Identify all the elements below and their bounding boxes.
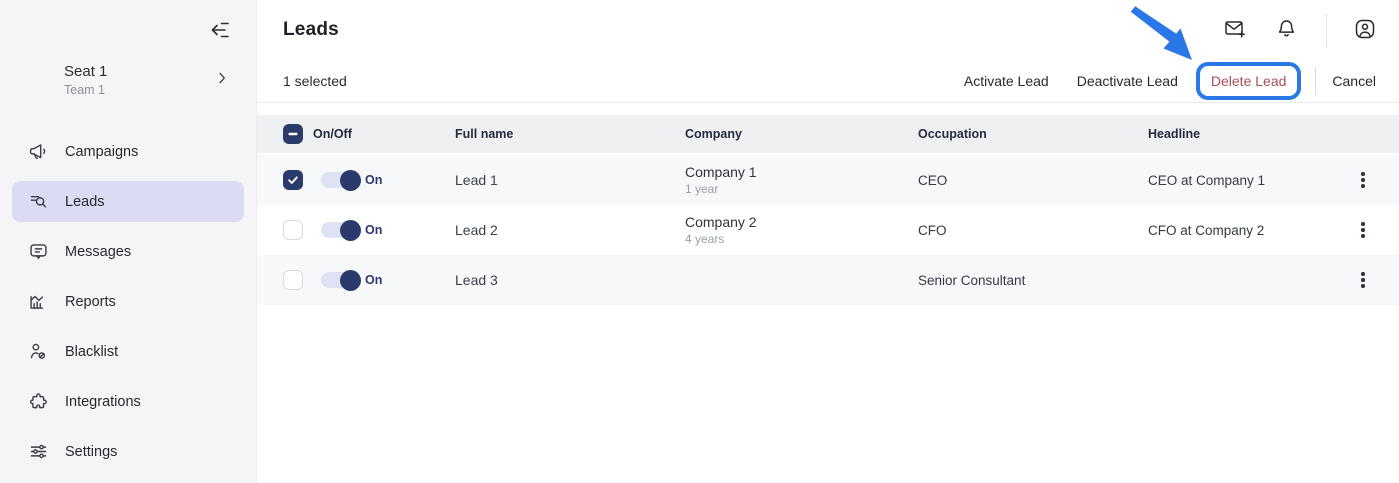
leads-search-icon: [28, 191, 49, 212]
chart-icon: [28, 291, 49, 312]
column-header-company: Company: [685, 127, 742, 141]
sidebar-item-label: Integrations: [65, 393, 141, 410]
topbar-divider: [1326, 13, 1327, 47]
sidebar-item-label: Messages: [65, 243, 132, 260]
chevron-right-icon: [214, 70, 230, 91]
activate-lead-button[interactable]: Activate Lead: [963, 73, 1049, 89]
sidebar-item-messages[interactable]: Messages: [12, 231, 244, 272]
toggle-state-label: On: [365, 173, 383, 187]
selected-count: 1 selected: [283, 73, 347, 89]
row-checkbox[interactable]: [283, 170, 303, 190]
lead-headline: CEO at Company 1: [1148, 172, 1266, 188]
lead-headline: CFO at Company 2: [1148, 222, 1265, 238]
account-button[interactable]: [1351, 15, 1379, 46]
invite-mail-button[interactable]: [1221, 15, 1249, 46]
lead-company-duration: 1 year: [685, 182, 719, 196]
lead-occupation: Senior Consultant: [918, 272, 1026, 288]
row-menu-kebab-icon[interactable]: [1357, 218, 1369, 242]
delete-lead-highlight-ring: Delete Lead: [1195, 62, 1302, 100]
sidebar-item-label: Reports: [65, 293, 116, 310]
sliders-icon: [28, 441, 49, 462]
sidebar-item-campaigns[interactable]: Campaigns: [12, 131, 244, 172]
select-all-checkbox[interactable]: [283, 124, 303, 144]
delete-lead-button[interactable]: Delete Lead: [1210, 73, 1287, 89]
check-icon: [288, 176, 298, 184]
indeterminate-dash-icon: [288, 132, 298, 136]
lead-occupation: CEO: [918, 172, 948, 188]
seat-selector[interactable]: Seat 1 Team 1: [0, 47, 256, 97]
main-content: Leads: [257, 0, 1399, 483]
message-icon: [28, 241, 49, 262]
megaphone-icon: [28, 141, 49, 162]
lead-company: Company 2: [685, 214, 757, 230]
column-header-occupation: Occupation: [918, 127, 987, 141]
top-bar: Leads: [257, 0, 1399, 60]
lead-full-name: Lead 3: [455, 272, 498, 288]
sidebar-item-label: Leads: [65, 193, 105, 210]
mail-plus-icon: [1223, 17, 1247, 44]
row-checkbox[interactable]: [283, 270, 303, 290]
column-header-headline: Headline: [1148, 127, 1201, 141]
collapse-sidebar-button[interactable]: [206, 16, 234, 47]
toggle-state-label: On: [365, 223, 383, 237]
sidebar-item-leads[interactable]: Leads: [12, 181, 244, 222]
lead-on-off-toggle[interactable]: [321, 219, 361, 241]
cancel-button[interactable]: Cancel: [1332, 73, 1376, 89]
selection-toolbar: 1 selected Activate Lead Deactivate Lead…: [257, 60, 1399, 103]
table-header-row: On/Off Full name Company Occupation Head…: [257, 115, 1399, 153]
table-row: On Lead 2 Company 2 4 years CFO CFO at C…: [257, 205, 1399, 255]
lead-on-off-toggle[interactable]: [321, 169, 361, 191]
sidebar-item-label: Settings: [65, 443, 118, 460]
lead-on-off-toggle[interactable]: [321, 269, 361, 291]
collapse-arrow-icon: [208, 18, 232, 45]
puzzle-icon: [28, 391, 49, 412]
sidebar-item-reports[interactable]: Reports: [12, 281, 244, 322]
page-title: Leads: [283, 19, 339, 40]
table-row: On Lead 1 Company 1 1 year CEO CEO at Co…: [257, 155, 1399, 205]
notifications-button[interactable]: [1273, 15, 1300, 45]
sidebar-item-label: Campaigns: [65, 143, 139, 160]
row-checkbox[interactable]: [283, 220, 303, 240]
bell-icon: [1275, 17, 1298, 43]
seat-title: Seat 1: [64, 63, 108, 80]
column-header-onoff: On/Off: [313, 127, 352, 141]
sidebar-nav: Campaigns Leads Messages: [0, 131, 256, 472]
toolbar-divider: [1315, 67, 1317, 95]
blacklist-icon: [28, 341, 49, 362]
column-header-fullname: Full name: [455, 127, 514, 141]
lead-full-name: Lead 2: [455, 222, 498, 238]
toggle-state-label: On: [365, 273, 383, 287]
lead-full-name: Lead 1: [455, 172, 498, 188]
account-person-icon: [1353, 17, 1377, 44]
row-menu-kebab-icon[interactable]: [1357, 268, 1369, 292]
lead-occupation: CFO: [918, 222, 947, 238]
deactivate-lead-button[interactable]: Deactivate Lead: [1076, 73, 1178, 89]
sidebar-item-settings[interactable]: Settings: [12, 431, 244, 472]
sidebar-item-integrations[interactable]: Integrations: [12, 381, 244, 422]
row-menu-kebab-icon[interactable]: [1357, 168, 1369, 192]
sidebar-item-blacklist[interactable]: Blacklist: [12, 331, 244, 372]
sidebar-item-label: Blacklist: [65, 343, 119, 360]
lead-company-duration: 4 years: [685, 232, 725, 246]
table-row: On Lead 3 Senior Consultant: [257, 255, 1399, 305]
sidebar: Seat 1 Team 1 Campaigns: [0, 0, 257, 483]
seat-subtitle: Team 1: [64, 83, 105, 97]
lead-company: Company 1: [685, 164, 757, 180]
